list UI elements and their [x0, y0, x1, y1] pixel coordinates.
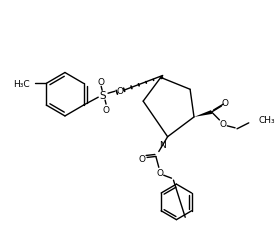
Text: H₃C: H₃C — [13, 79, 30, 88]
Text: O: O — [98, 78, 105, 86]
Text: CH₃: CH₃ — [258, 116, 275, 125]
Text: O: O — [220, 120, 227, 129]
Text: N: N — [159, 140, 166, 149]
Text: O: O — [102, 105, 109, 114]
Text: O: O — [139, 154, 146, 163]
Text: O: O — [156, 168, 163, 177]
Text: O: O — [116, 86, 123, 95]
Polygon shape — [194, 111, 212, 117]
Text: O: O — [222, 98, 229, 107]
Text: S: S — [100, 91, 106, 101]
